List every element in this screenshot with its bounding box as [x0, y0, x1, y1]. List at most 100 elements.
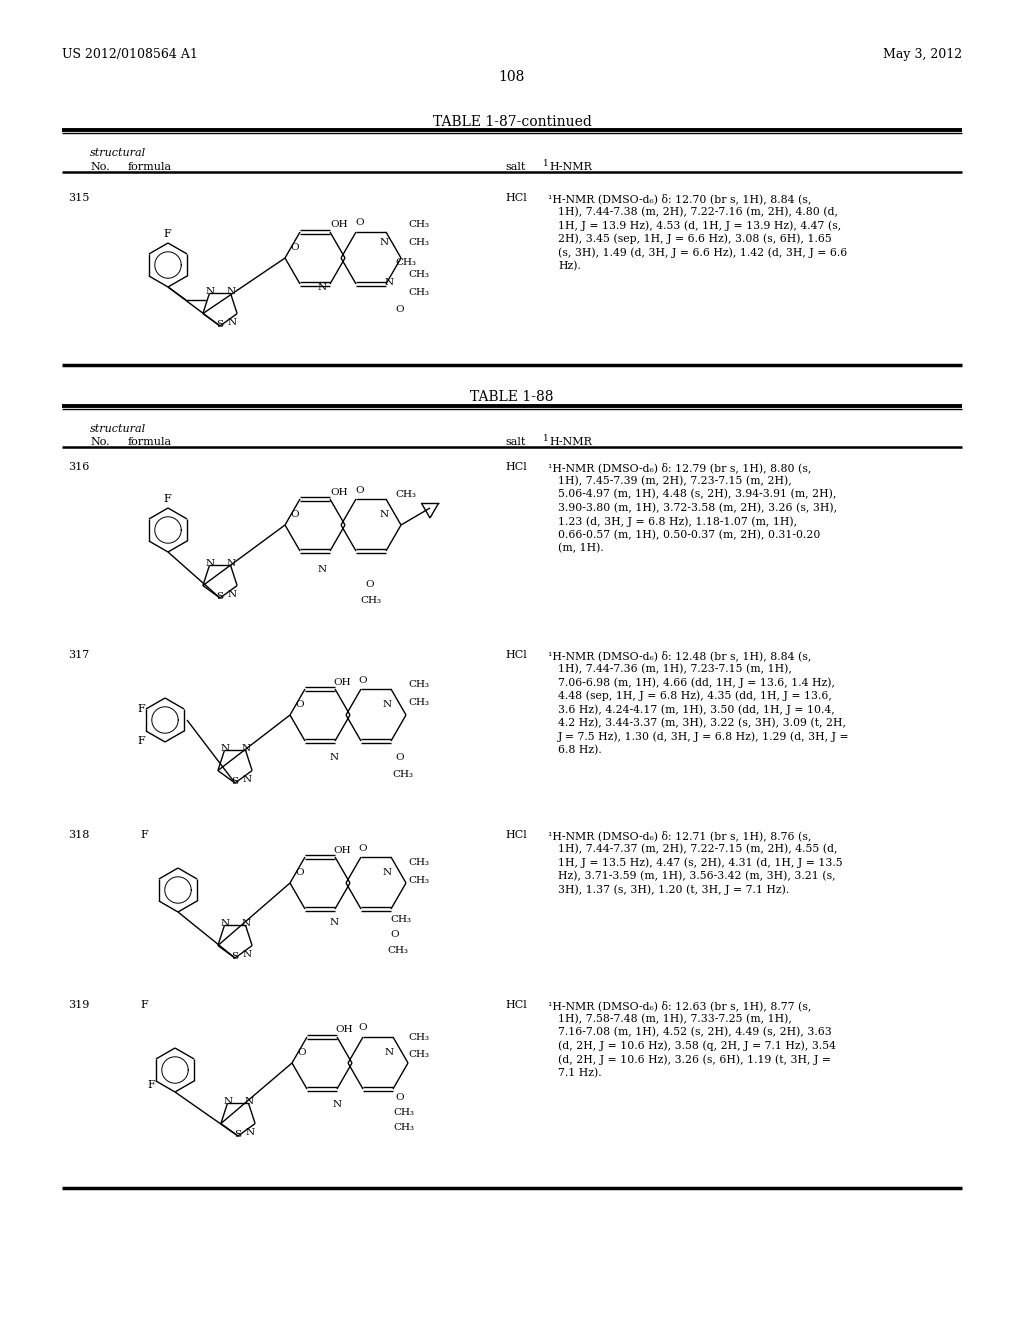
- Text: CH₃: CH₃: [393, 1123, 414, 1133]
- Text: F: F: [137, 737, 144, 746]
- Text: N: N: [245, 1127, 254, 1137]
- Text: O: O: [295, 700, 304, 709]
- Text: CH₃: CH₃: [408, 698, 429, 708]
- Text: structural: structural: [90, 424, 146, 434]
- Text: CH₃: CH₃: [360, 597, 381, 605]
- Text: ¹H-NMR (DMSO-d₆) δ: 12.63 (br s, 1H), 8.77 (s,: ¹H-NMR (DMSO-d₆) δ: 12.63 (br s, 1H), 8.…: [548, 1001, 811, 1011]
- Text: OH: OH: [333, 846, 350, 855]
- Text: 4.48 (sep, 1H, J = 6.8 Hz), 4.35 (dd, 1H, J = 13.6,: 4.48 (sep, 1H, J = 6.8 Hz), 4.35 (dd, 1H…: [558, 690, 831, 701]
- Text: F: F: [140, 1001, 147, 1010]
- Text: (d, 2H, J = 10.6 Hz), 3.26 (s, 6H), 1.19 (t, 3H, J =: (d, 2H, J = 10.6 Hz), 3.26 (s, 6H), 1.19…: [558, 1053, 831, 1064]
- Text: S: S: [234, 1130, 241, 1139]
- Text: CH₃: CH₃: [408, 238, 429, 247]
- Text: O: O: [365, 579, 374, 589]
- Text: N: N: [223, 1097, 232, 1106]
- Text: salt: salt: [505, 162, 525, 172]
- Text: N: N: [206, 560, 215, 569]
- Text: F: F: [140, 830, 147, 840]
- Text: 1: 1: [543, 158, 549, 168]
- Text: salt: salt: [505, 437, 525, 447]
- Text: N: N: [242, 920, 251, 928]
- Text: CH₃: CH₃: [395, 490, 416, 499]
- Text: 1: 1: [543, 434, 549, 444]
- Text: N: N: [242, 744, 251, 754]
- Text: O: O: [395, 752, 403, 762]
- Text: OH: OH: [335, 1026, 352, 1034]
- Text: H-NMR: H-NMR: [549, 162, 592, 172]
- Text: (s, 3H), 1.49 (d, 3H, J = 6.6 Hz), 1.42 (d, 3H, J = 6.6: (s, 3H), 1.49 (d, 3H, J = 6.6 Hz), 1.42 …: [558, 247, 847, 257]
- Text: TABLE 1-87-continued: TABLE 1-87-continued: [432, 115, 592, 129]
- Text: 3.6 Hz), 4.24-4.17 (m, 1H), 3.50 (dd, 1H, J = 10.4,: 3.6 Hz), 4.24-4.17 (m, 1H), 3.50 (dd, 1H…: [558, 704, 835, 714]
- Text: O: O: [290, 243, 299, 252]
- Text: 7.1 Hz).: 7.1 Hz).: [558, 1068, 602, 1078]
- Text: CH₃: CH₃: [387, 946, 408, 954]
- Text: N: N: [383, 700, 392, 709]
- Text: CH₃: CH₃: [392, 770, 413, 779]
- Text: N: N: [330, 917, 339, 927]
- Text: O: O: [358, 676, 367, 685]
- Text: 1H), 7.44-7.37 (m, 2H), 7.22-7.15 (m, 2H), 4.55 (d,: 1H), 7.44-7.37 (m, 2H), 7.22-7.15 (m, 2H…: [558, 843, 838, 854]
- Text: 5.06-4.97 (m, 1H), 4.48 (s, 2H), 3.94-3.91 (m, 2H),: 5.06-4.97 (m, 1H), 4.48 (s, 2H), 3.94-3.…: [558, 488, 837, 499]
- Text: 0.66-0.57 (m, 1H), 0.50-0.37 (m, 2H), 0.31-0.20: 0.66-0.57 (m, 1H), 0.50-0.37 (m, 2H), 0.…: [558, 529, 820, 540]
- Text: F: F: [147, 1080, 155, 1090]
- Text: S: S: [216, 319, 223, 329]
- Text: formula: formula: [128, 162, 172, 172]
- Text: N: N: [383, 869, 392, 876]
- Text: O: O: [358, 843, 367, 853]
- Text: CH₃: CH₃: [408, 876, 429, 884]
- Text: 1H, J = 13.5 Hz), 4.47 (s, 2H), 4.31 (d, 1H, J = 13.5: 1H, J = 13.5 Hz), 4.47 (s, 2H), 4.31 (d,…: [558, 857, 843, 867]
- Text: CH₃: CH₃: [408, 1034, 429, 1041]
- Text: 108: 108: [499, 70, 525, 84]
- Text: O: O: [395, 1093, 403, 1102]
- Text: O: O: [355, 218, 364, 227]
- Text: F: F: [137, 704, 144, 714]
- Text: 1H), 7.58-7.48 (m, 1H), 7.33-7.25 (m, 1H),: 1H), 7.58-7.48 (m, 1H), 7.33-7.25 (m, 1H…: [558, 1014, 792, 1024]
- Text: 317: 317: [68, 649, 89, 660]
- Text: 1H, J = 13.9 Hz), 4.53 (d, 1H, J = 13.9 Hz), 4.47 (s,: 1H, J = 13.9 Hz), 4.53 (d, 1H, J = 13.9 …: [558, 220, 842, 231]
- Text: 1H), 7.44-7.36 (m, 1H), 7.23-7.15 (m, 1H),: 1H), 7.44-7.36 (m, 1H), 7.23-7.15 (m, 1H…: [558, 664, 792, 673]
- Text: 316: 316: [68, 462, 89, 473]
- Text: HCl: HCl: [505, 1001, 526, 1010]
- Text: CH₃: CH₃: [408, 1049, 429, 1059]
- Text: O: O: [290, 510, 299, 519]
- Text: F: F: [163, 228, 171, 239]
- Text: N: N: [333, 1100, 342, 1109]
- Text: CH₃: CH₃: [390, 915, 411, 924]
- Text: OH: OH: [333, 678, 350, 686]
- Text: No.: No.: [90, 162, 110, 172]
- Text: OH: OH: [330, 488, 347, 498]
- Text: CH₃: CH₃: [408, 271, 429, 279]
- Text: 7.06-6.98 (m, 1H), 4.66 (dd, 1H, J = 13.6, 1.4 Hz),: 7.06-6.98 (m, 1H), 4.66 (dd, 1H, J = 13.…: [558, 677, 835, 688]
- Text: S: S: [231, 952, 239, 961]
- Text: ¹H-NMR (DMSO-d₆) δ: 12.48 (br s, 1H), 8.84 (s,: ¹H-NMR (DMSO-d₆) δ: 12.48 (br s, 1H), 8.…: [548, 649, 811, 661]
- Text: 1H), 7.45-7.39 (m, 2H), 7.23-7.15 (m, 2H),: 1H), 7.45-7.39 (m, 2H), 7.23-7.15 (m, 2H…: [558, 475, 792, 486]
- Text: N: N: [385, 279, 394, 286]
- Text: ¹H-NMR (DMSO-d₆) δ: 12.79 (br s, 1H), 8.80 (s,: ¹H-NMR (DMSO-d₆) δ: 12.79 (br s, 1H), 8.…: [548, 462, 811, 473]
- Text: 2H), 3.45 (sep, 1H, J = 6.6 Hz), 3.08 (s, 6H), 1.65: 2H), 3.45 (sep, 1H, J = 6.6 Hz), 3.08 (s…: [558, 234, 831, 244]
- Text: N: N: [220, 744, 229, 754]
- Text: N: N: [226, 560, 236, 569]
- Text: 3H), 1.37 (s, 3H), 1.20 (t, 3H, J = 7.1 Hz).: 3H), 1.37 (s, 3H), 1.20 (t, 3H, J = 7.1 …: [558, 884, 790, 895]
- Text: 7.16-7.08 (m, 1H), 4.52 (s, 2H), 4.49 (s, 2H), 3.63: 7.16-7.08 (m, 1H), 4.52 (s, 2H), 4.49 (s…: [558, 1027, 831, 1038]
- Text: CH₃: CH₃: [408, 220, 429, 228]
- Text: N: N: [385, 1048, 394, 1057]
- Text: J = 7.5 Hz), 1.30 (d, 3H, J = 6.8 Hz), 1.29 (d, 3H, J =: J = 7.5 Hz), 1.30 (d, 3H, J = 6.8 Hz), 1…: [558, 731, 850, 742]
- Text: formula: formula: [128, 437, 172, 447]
- Text: CH₃: CH₃: [408, 288, 429, 297]
- Text: ¹H-NMR (DMSO-d₆) δ: 12.70 (br s, 1H), 8.84 (s,: ¹H-NMR (DMSO-d₆) δ: 12.70 (br s, 1H), 8.…: [548, 193, 811, 203]
- Text: HCl: HCl: [505, 649, 526, 660]
- Text: 318: 318: [68, 830, 89, 840]
- Text: N: N: [380, 510, 389, 519]
- Text: 315: 315: [68, 193, 89, 203]
- Text: 4.2 Hz), 3.44-3.37 (m, 3H), 3.22 (s, 3H), 3.09 (t, 2H,: 4.2 Hz), 3.44-3.37 (m, 3H), 3.22 (s, 3H)…: [558, 718, 846, 727]
- Text: N: N: [220, 920, 229, 928]
- Text: O: O: [355, 486, 364, 495]
- Text: F: F: [163, 494, 171, 504]
- Text: TABLE 1-88: TABLE 1-88: [470, 389, 554, 404]
- Text: CH₃: CH₃: [395, 257, 416, 267]
- Text: US 2012/0108564 A1: US 2012/0108564 A1: [62, 48, 198, 61]
- Text: O: O: [295, 869, 304, 876]
- Text: N: N: [242, 949, 251, 958]
- Text: N: N: [245, 1097, 254, 1106]
- Text: Hz).: Hz).: [558, 260, 581, 271]
